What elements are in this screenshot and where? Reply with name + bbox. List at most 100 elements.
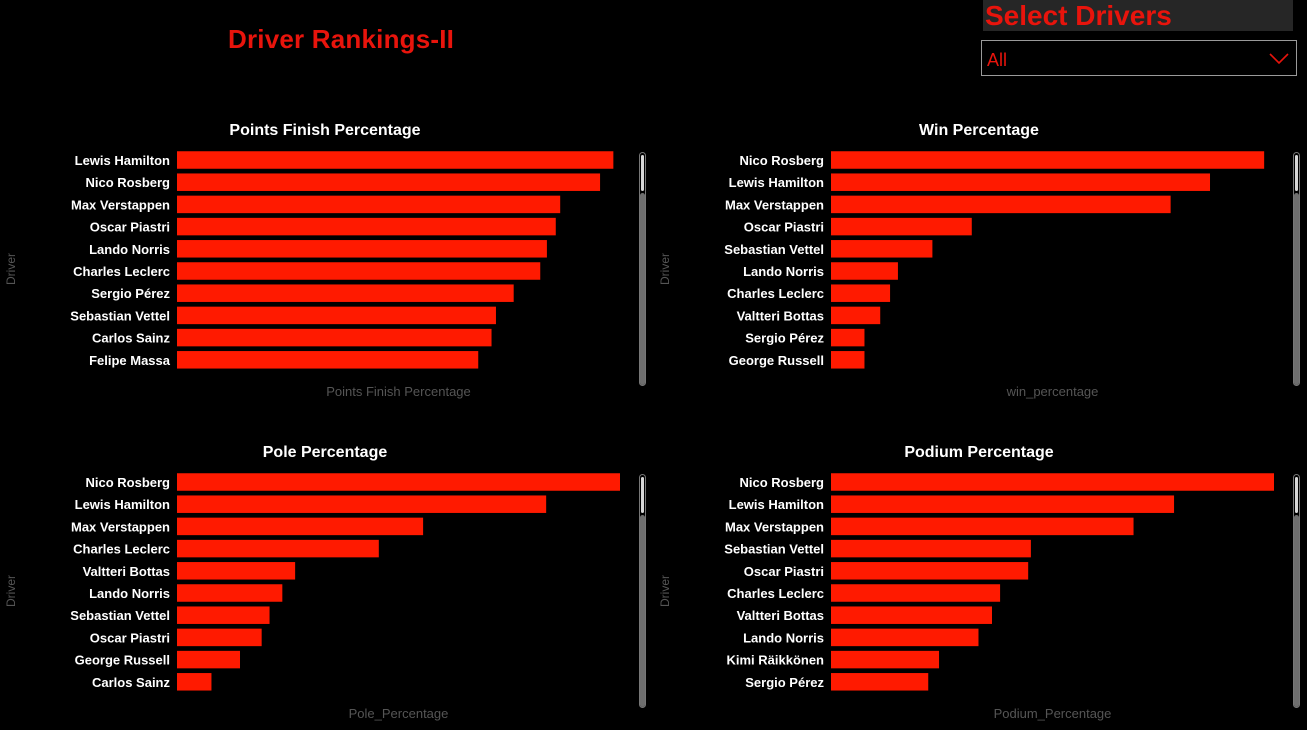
bar-lewis-hamilton[interactable] [177, 495, 547, 513]
bar-valtteri-bottas[interactable] [177, 562, 296, 580]
category-label-lewis-hamilton: Lewis Hamilton [75, 153, 170, 168]
y-axis-title: Driver [4, 575, 18, 607]
category-label-sebastian-vettel: Sebastian Vettel [724, 542, 824, 557]
category-label-max-verstappen: Max Verstappen [725, 519, 824, 534]
driver-dropdown[interactable]: All [981, 40, 1297, 76]
scroll-thumb[interactable] [1295, 477, 1298, 513]
bar-lando-norris[interactable] [177, 584, 283, 602]
bar-charles-leclerc[interactable] [831, 584, 1001, 602]
category-label-nico-rosberg: Nico Rosberg [739, 475, 824, 490]
dropdown-selected-value: All [987, 50, 1008, 70]
category-label-charles-leclerc: Charles Leclerc [727, 586, 824, 601]
bar-lando-norris[interactable] [177, 240, 547, 258]
category-label-carlos-sainz: Carlos Sainz [92, 675, 171, 690]
category-label-valtteri-bottas: Valtteri Bottas [737, 608, 824, 623]
bar-charles-leclerc[interactable] [177, 539, 379, 558]
chevron-down-icon[interactable] [1268, 52, 1290, 66]
category-label-oscar-piastri: Oscar Piastri [90, 220, 170, 235]
category-label-oscar-piastri: Oscar Piastri [744, 220, 824, 235]
bar-oscar-piastri[interactable] [177, 628, 262, 647]
bar-max-verstappen[interactable] [831, 517, 1134, 536]
bar-charles-leclerc[interactable] [831, 284, 891, 302]
points-finish-chart: Lewis Hamilton Nico Rosberg Max Verstappen… [0, 118, 653, 408]
y-axis-title: Driver [658, 253, 672, 285]
bar-felipe-massa[interactable] [177, 351, 479, 369]
bars-plot: Nico Rosberg Lewis Hamilton Max Verstappen… [724, 473, 1274, 691]
bar-charles-leclerc[interactable] [177, 262, 541, 280]
bar-kimi-raikkonen[interactable] [831, 650, 940, 669]
bar-sergio-perez[interactable] [177, 284, 514, 302]
category-label-carlos-sainz: Carlos Sainz [92, 331, 171, 346]
chart-title: Win Percentage [919, 122, 1039, 139]
bar-george-russell[interactable] [831, 351, 865, 369]
scroll-thumb[interactable] [1295, 155, 1298, 191]
category-label-lando-norris: Lando Norris [89, 586, 170, 601]
bar-valtteri-bottas[interactable] [831, 306, 881, 325]
bars-plot: Nico Rosberg Lewis Hamilton Max Verstappen… [724, 151, 1265, 369]
bar-lewis-hamilton[interactable] [177, 151, 614, 169]
bars-plot: Nico Rosberg Lewis Hamilton Max Verstappen… [70, 473, 620, 691]
category-label-lando-norris: Lando Norris [743, 630, 824, 645]
chart-scrollbar[interactable] [1293, 474, 1300, 708]
category-label-oscar-piastri: Oscar Piastri [744, 564, 824, 579]
bar-oscar-piastri[interactable] [177, 217, 556, 236]
bar-carlos-sainz[interactable] [177, 673, 212, 691]
x-axis-title: win_percentage [1006, 384, 1099, 399]
y-axis-title: Driver [4, 253, 18, 285]
pole-percentage-chart: Nico Rosberg Lewis Hamilton Max Verstappen… [0, 440, 653, 730]
page-title: Driver Rankings-II [228, 24, 455, 54]
bar-valtteri-bottas[interactable] [831, 606, 992, 624]
bar-max-verstappen[interactable] [177, 517, 424, 536]
bar-lewis-hamilton[interactable] [831, 495, 1175, 513]
category-label-sergio-perez: Sergio Pérez [91, 286, 170, 301]
bar-nico-rosberg[interactable] [177, 473, 620, 491]
bar-sebastian-vettel[interactable] [831, 539, 1031, 558]
category-label-george-russell: George Russell [75, 653, 170, 668]
bar-lando-norris[interactable] [831, 628, 979, 647]
bar-max-verstappen[interactable] [831, 195, 1171, 214]
category-label-max-verstappen: Max Verstappen [71, 197, 170, 212]
bar-nico-rosberg[interactable] [177, 173, 601, 191]
category-label-valtteri-bottas: Valtteri Bottas [83, 564, 170, 579]
category-label-max-verstappen: Max Verstappen [71, 519, 170, 534]
category-label-sergio-perez: Sergio Pérez [745, 675, 824, 690]
bar-sergio-perez[interactable] [831, 328, 865, 347]
bar-george-russell[interactable] [177, 650, 241, 669]
category-label-george-russell: George Russell [729, 353, 824, 368]
category-label-charles-leclerc: Charles Leclerc [727, 286, 824, 301]
bar-nico-rosberg[interactable] [831, 151, 1265, 169]
slicer-title: Select Drivers [983, 0, 1293, 31]
bar-carlos-sainz[interactable] [177, 328, 492, 347]
x-axis-title: Podium_Percentage [993, 706, 1112, 721]
bar-oscar-piastri[interactable] [831, 217, 972, 236]
category-label-lewis-hamilton: Lewis Hamilton [75, 497, 170, 512]
category-label-valtteri-bottas: Valtteri Bottas [737, 308, 824, 323]
win-percentage-chart: Nico Rosberg Lewis Hamilton Max Verstappen… [654, 118, 1307, 408]
chart-title: Podium Percentage [904, 444, 1054, 461]
bar-max-verstappen[interactable] [177, 195, 561, 214]
bar-sergio-perez[interactable] [831, 673, 929, 691]
category-label-nico-rosberg: Nico Rosberg [85, 475, 170, 490]
bar-nico-rosberg[interactable] [831, 473, 1274, 491]
chart-scrollbar[interactable] [1293, 152, 1300, 386]
bars-plot: Lewis Hamilton Nico Rosberg Max Verstappen… [70, 151, 614, 369]
category-label-sebastian-vettel: Sebastian Vettel [70, 308, 170, 323]
category-label-max-verstappen: Max Verstappen [725, 197, 824, 212]
scroll-thumb[interactable] [641, 477, 644, 513]
bar-sebastian-vettel[interactable] [831, 240, 933, 258]
category-label-lewis-hamilton: Lewis Hamilton [729, 497, 824, 512]
category-label-sebastian-vettel: Sebastian Vettel [70, 608, 170, 623]
bar-oscar-piastri[interactable] [831, 562, 1029, 580]
category-label-lando-norris: Lando Norris [89, 242, 170, 257]
podium-percentage-chart: Nico Rosberg Lewis Hamilton Max Verstappen… [654, 440, 1307, 730]
bar-lewis-hamilton[interactable] [831, 173, 1211, 191]
x-axis-title: Pole_Percentage [348, 706, 449, 721]
chart-scrollbar[interactable] [639, 152, 646, 386]
bar-sebastian-vettel[interactable] [177, 606, 270, 624]
scroll-thumb[interactable] [641, 155, 644, 191]
category-label-sergio-perez: Sergio Pérez [745, 331, 824, 346]
bar-lando-norris[interactable] [831, 262, 898, 280]
chart-scrollbar[interactable] [639, 474, 646, 708]
bar-sebastian-vettel[interactable] [177, 306, 496, 325]
y-axis-title: Driver [658, 575, 672, 607]
